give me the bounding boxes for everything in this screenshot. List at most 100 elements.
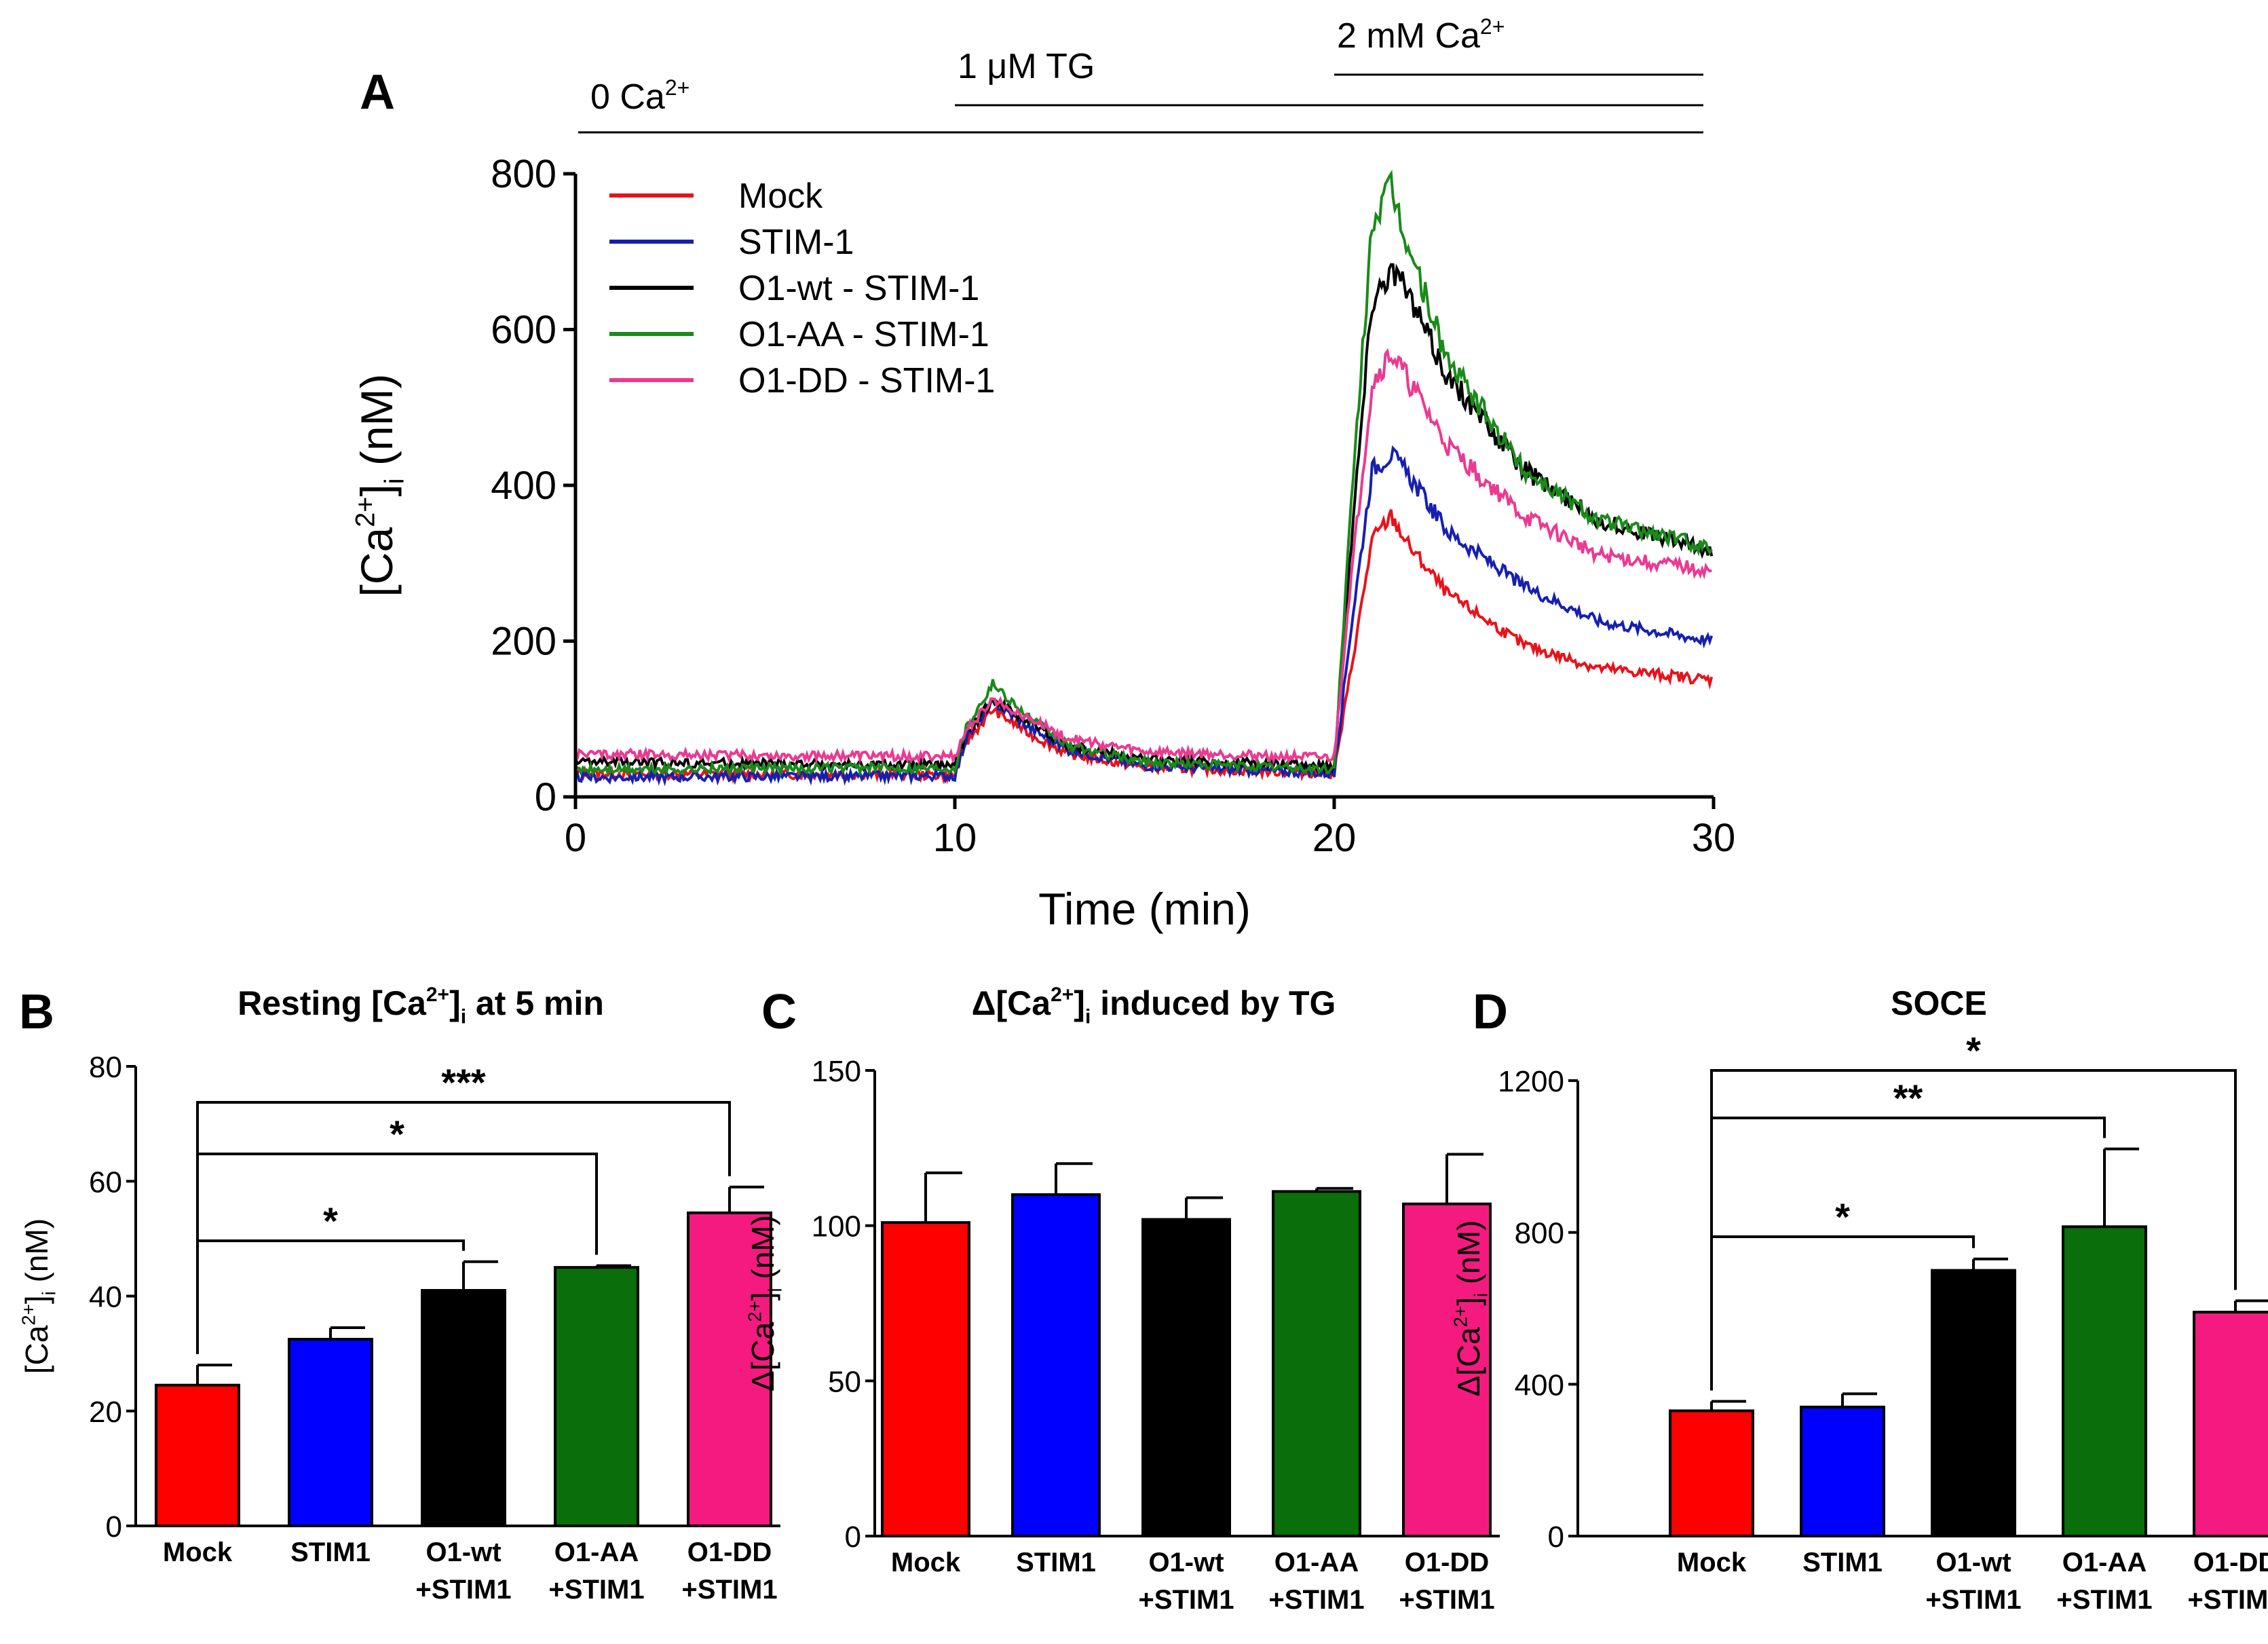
y-axis-label-c-superscript: 2+ <box>744 1301 766 1322</box>
legend-label: STIM-1 <box>738 223 854 262</box>
annotation-label: 0 Ca2+ <box>590 75 689 117</box>
annotation-text: 1 μM TG <box>958 47 1095 86</box>
significance-bracket-d <box>1710 1117 2106 1391</box>
significance-bracket-b <box>196 1153 598 1355</box>
y-axis-label-d-bracket: ] <box>1451 1297 1486 1306</box>
trace-mock <box>574 509 1714 785</box>
y-axis-label-a-subscript: i <box>380 479 410 485</box>
y-axis-label-c-suffix: (nM) <box>745 1215 780 1288</box>
y-tick-label-c: 0 <box>845 1520 861 1554</box>
y-axis-label-d-superscript: 2+ <box>1450 1306 1471 1327</box>
x-tick-label-b: O1-DD <box>687 1537 772 1567</box>
significance-bracket-d <box>1710 1069 2237 1391</box>
x-tick-label-b: +STIM1 <box>681 1575 777 1605</box>
y-axis-label-a-suffix: (nM) <box>352 374 402 479</box>
y-tick-label-d: 0 <box>1548 1520 1564 1554</box>
y-axis-label-b-suffix: (nM) <box>19 1218 54 1291</box>
y-axis-label-a-text: [Ca <box>352 527 402 597</box>
x-tick-label-b: +STIM1 <box>415 1575 511 1605</box>
x-tick-label-b: +STIM1 <box>548 1575 644 1605</box>
y-tick-label-a: 0 <box>535 775 556 819</box>
y-tick-label-a: 600 <box>491 308 556 352</box>
x-tick-label-b: Mock <box>163 1537 233 1567</box>
x-tick-label-a: 10 <box>933 816 977 860</box>
y-tick-label-d: 800 <box>1515 1217 1564 1250</box>
x-tick-label-c: O1-wt <box>1148 1548 1224 1577</box>
legend-label: O1-DD - STIM-1 <box>738 361 995 400</box>
x-tick-label-a: 0 <box>565 816 586 860</box>
significance-bracket-b <box>196 1101 731 1355</box>
x-tick-label-c: O1-DD <box>1405 1548 1489 1577</box>
bar-d <box>1931 1269 2016 1538</box>
x-tick-label-b: O1-AA <box>554 1537 639 1567</box>
x-tick-label-c: O1-AA <box>1274 1548 1359 1577</box>
significance-label-d: ** <box>1893 1077 1923 1119</box>
bar-d <box>2193 1311 2268 1537</box>
x-tick-label-d: STIM1 <box>1802 1548 1883 1577</box>
y-axis-label-b-text: [Ca <box>19 1325 54 1374</box>
y-tick-label-c: 50 <box>828 1365 861 1398</box>
significance-label-d: * <box>1966 1029 1981 1072</box>
bar-d <box>1669 1409 1754 1538</box>
y-axis-label-d-subscript: i <box>1471 1293 1492 1297</box>
significance-label-b: * <box>390 1113 404 1155</box>
y-axis-label-c: Δ[Ca2+]i (nM) <box>744 1215 786 1391</box>
y-axis-label-b-bracket: ] <box>19 1295 54 1304</box>
bar-b <box>554 1266 639 1527</box>
y-tick-label-c: 100 <box>812 1210 861 1244</box>
y-tick-label-b: 0 <box>106 1510 122 1544</box>
panel-label-d: D <box>1473 985 1508 1039</box>
chart-title-b-subscript: i <box>461 1006 466 1028</box>
chart-title-c-subscript: i <box>1085 1006 1091 1028</box>
chart-title-b: Resting [Ca2+]i at 5 min <box>238 984 604 1028</box>
significance-label-b: *** <box>441 1061 486 1104</box>
y-axis-label-b: [Ca2+]i (nM) <box>18 1218 60 1374</box>
y-axis-label-c-subscript: i <box>765 1288 786 1292</box>
y-axis-label-a-bracket: ] <box>352 484 402 496</box>
bar-d <box>2062 1225 2147 1537</box>
annotation-text: 2 mM Ca <box>1337 16 1480 56</box>
panel-label-c: C <box>761 985 797 1039</box>
x-tick-label-c: +STIM1 <box>1138 1585 1234 1615</box>
annotation-superscript: 2+ <box>665 75 689 100</box>
y-axis-label-d: Δ[Ca2+]i (nM) <box>1450 1220 1492 1396</box>
bar-c <box>1141 1218 1231 1538</box>
legend-label: O1-AA - STIM-1 <box>738 315 989 354</box>
trace-stim-1 <box>574 445 1714 787</box>
trace-o1-aa-stim-1 <box>574 169 1713 778</box>
bar-c <box>881 1221 970 1538</box>
legend-label: Mock <box>738 176 823 216</box>
panel-label-a: A <box>360 65 395 119</box>
chart-title-b-superscript: 2+ <box>426 984 449 1006</box>
chart-title-b-bracket: ] <box>449 984 461 1022</box>
x-tick-label-c: +STIM1 <box>1268 1585 1364 1615</box>
y-tick-label-a: 200 <box>491 620 556 664</box>
trace-o1-dd-stim-1 <box>575 348 1712 766</box>
x-tick-label-d: +STIM1 <box>2187 1585 2268 1615</box>
y-axis-label-c-bracket: ] <box>745 1292 780 1301</box>
y-axis-label-b-subscript: i <box>39 1291 60 1295</box>
y-axis-label-d-suffix: (nM) <box>1451 1220 1486 1292</box>
x-tick-label-d: Mock <box>1677 1548 1747 1577</box>
annotation-label: 1 μM TG <box>958 47 1095 86</box>
x-tick-label-c: Mock <box>891 1548 961 1577</box>
annotation-label: 2 mM Ca2+ <box>1337 14 1505 56</box>
y-axis-label-b-superscript: 2+ <box>18 1304 39 1325</box>
x-tick-label-a: 20 <box>1312 816 1357 860</box>
x-tick-label-c: STIM1 <box>1016 1548 1096 1577</box>
bar-b <box>288 1337 373 1527</box>
x-tick-label-c: +STIM1 <box>1399 1585 1494 1615</box>
y-axis-label-d-text: Δ[Ca <box>1451 1327 1486 1397</box>
chart-title-c-suffix: induced by TG <box>1091 984 1336 1022</box>
chart-title-d-text: SOCE <box>1891 984 1987 1022</box>
annotation-superscript: 2+ <box>1480 14 1505 39</box>
bar-d <box>1800 1405 1885 1537</box>
annotation-text: 0 Ca <box>590 77 665 117</box>
chart-title-b-text: Resting [Ca <box>238 984 427 1022</box>
y-tick-label-b: 60 <box>89 1165 122 1199</box>
bar-b <box>421 1289 506 1527</box>
x-tick-label-d: O1-AA <box>2062 1548 2147 1577</box>
x-tick-label-d: O1-DD <box>2193 1548 2268 1577</box>
x-tick-label-b: STIM1 <box>290 1537 371 1567</box>
